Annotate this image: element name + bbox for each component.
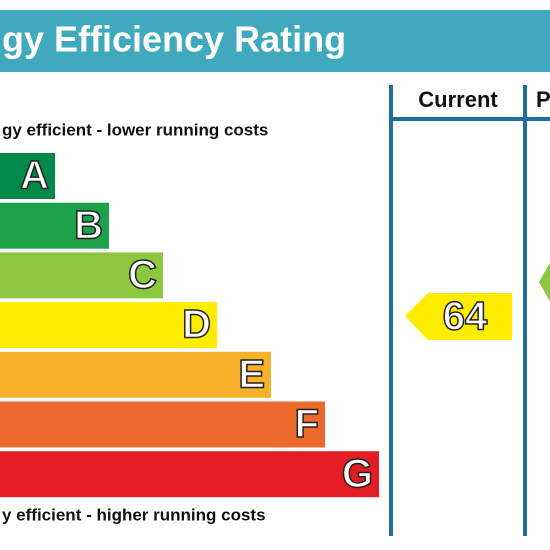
band-letter: F — [295, 402, 319, 446]
top-note: gy efficient - lower running costs — [2, 120, 268, 139]
band — [0, 451, 379, 498]
column-frame — [389, 85, 550, 536]
band — [0, 401, 325, 448]
band-letter: C — [128, 253, 157, 297]
potential-arrow — [539, 262, 550, 302]
band-letter: B — [74, 203, 103, 247]
band-letter: D — [182, 303, 211, 347]
band — [0, 351, 271, 398]
band-letter: G — [342, 452, 373, 496]
band — [0, 252, 163, 299]
current-arrow — [405, 293, 512, 340]
title-bar — [0, 10, 550, 72]
current-value: 64 — [443, 295, 488, 339]
bottom-note: y efficient - higher running costs — [2, 505, 266, 524]
band — [0, 153, 55, 199]
band — [0, 302, 217, 349]
column-header: P — [536, 87, 550, 112]
title: gy Efficiency Rating — [2, 19, 346, 60]
band-letter: E — [238, 352, 265, 396]
band-letter: A — [20, 154, 49, 198]
band — [0, 202, 109, 249]
arrows: 64 — [405, 262, 550, 340]
column-header: Current — [418, 87, 498, 112]
